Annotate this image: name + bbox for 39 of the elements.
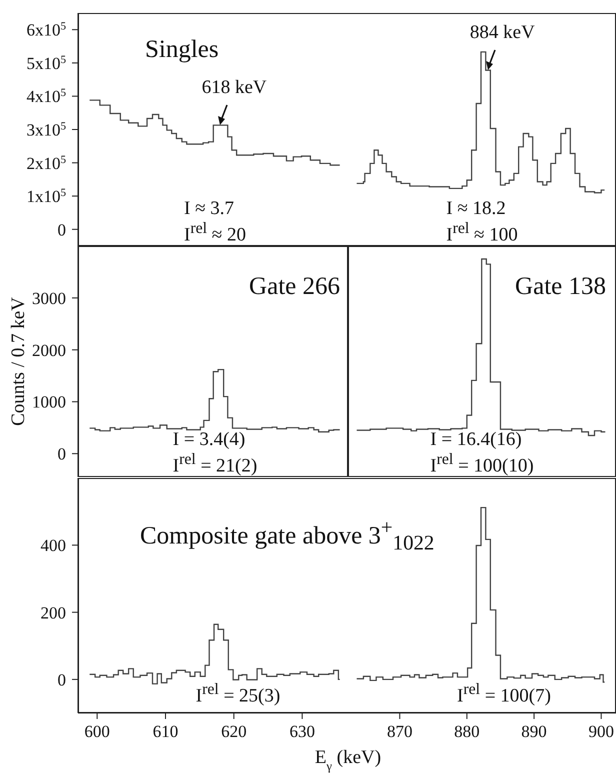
y-tick-label: 4x10$^{5}$	[26, 87, 66, 106]
annotation: I$^{rel}$ = 21(2)	[172, 450, 258, 476]
annotation: I = 16.4(16)	[430, 428, 523, 450]
x-tick-label: 600	[84, 722, 110, 741]
x-tick-label: 890	[521, 722, 547, 741]
x-tick-label: 610	[152, 722, 178, 741]
y-tick-label: 2x10$^{5}$	[26, 154, 66, 173]
y-axis-title: Counts / 0.7 keV	[8, 296, 29, 426]
y-tick-label: 1000	[32, 392, 66, 412]
annotation: 884 keV	[470, 22, 535, 44]
y-tick-label: 0	[58, 670, 66, 690]
y-tick-label: 0	[58, 444, 66, 464]
annotation: I$^{rel}$ = 100(10)	[430, 450, 534, 476]
x-tick-label: 620	[221, 722, 247, 741]
annotation: I$^{rel}$ ≈ 20	[184, 218, 246, 245]
annotation: I = 3.4(4)	[172, 428, 246, 450]
annotation: 618 keV	[202, 77, 267, 100]
annotation: I$^{rel}$ = 25(3)	[196, 680, 280, 706]
annotation: I ≈ 18.2	[446, 198, 507, 219]
x-tick-label: 630	[289, 722, 315, 741]
y-tick-label: 2000	[32, 340, 66, 360]
y-tick-label: 5x10$^{5}$	[26, 54, 66, 73]
annotation: I$^{rel}$ ≈ 100	[446, 218, 518, 245]
x-tick-label: 880	[454, 722, 480, 741]
text: Gate 138	[515, 272, 606, 302]
y-tick-label: 1x10$^{5}$	[26, 187, 66, 206]
y-tick-label: 3x10$^{5}$	[26, 120, 66, 140]
y-tick-label: 0	[58, 220, 66, 240]
text: Singles	[145, 35, 219, 65]
x-tick-label: 900	[588, 722, 614, 741]
x-tick-label: 870	[386, 722, 412, 741]
annotation: I ≈ 3.7	[184, 198, 236, 219]
y-tick-label: 200	[40, 603, 66, 622]
text: Gate 266	[249, 272, 340, 302]
annotation: I$^{rel}$ = 100(7)	[457, 680, 551, 706]
y-tick-label: 400	[40, 536, 66, 556]
x-axis-title: E$_{γ}$ (keV)	[314, 747, 382, 773]
y-tick-label: 6x10$^{5}$	[26, 20, 66, 40]
y-tick-label: 3000	[32, 288, 66, 308]
